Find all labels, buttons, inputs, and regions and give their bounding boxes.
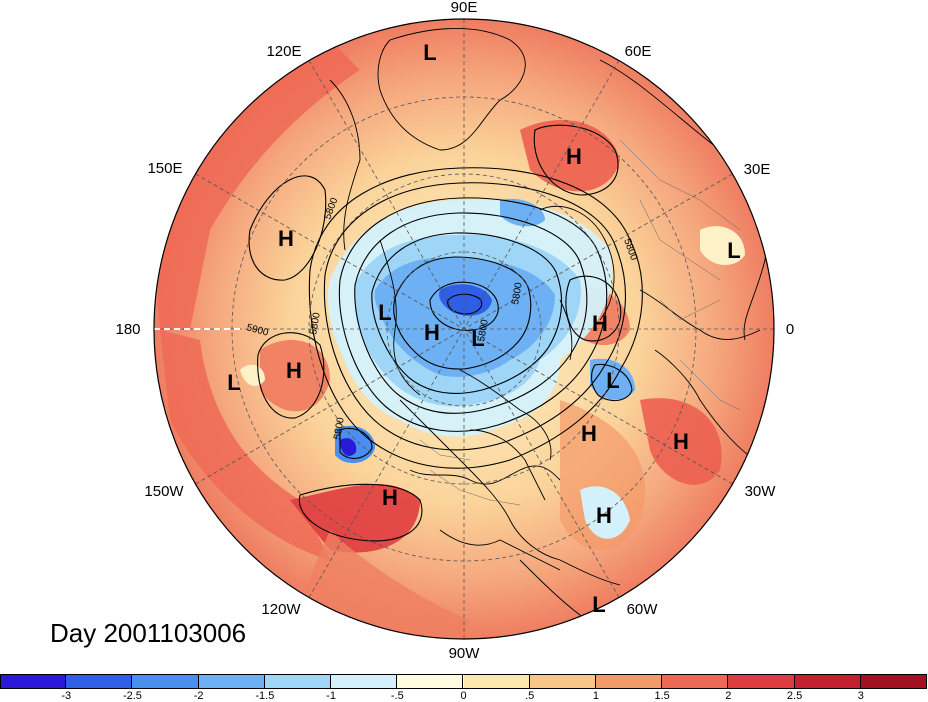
lon-label-90e: 90E xyxy=(451,0,478,16)
country-borders xyxy=(419,139,741,506)
lon-label-150e: 150E xyxy=(147,160,182,177)
colorbar-tick-label: 0 xyxy=(460,690,467,702)
lon-label-30e: 30E xyxy=(744,161,771,178)
colorbar-box xyxy=(331,674,398,688)
colorbar-tick-label: -1.5 xyxy=(255,690,275,702)
contour-label: 5800 xyxy=(510,281,525,305)
contour-label: 5800 xyxy=(332,416,347,440)
colorbar-tick-label: 2 xyxy=(725,690,732,702)
colorbar-tick-label: -3 xyxy=(61,690,72,702)
colorbar-box xyxy=(662,674,729,688)
lon-label-120e: 120E xyxy=(266,43,301,60)
pressure-centers: L H H L L H L H H L L H H H H L xyxy=(227,40,740,617)
lon-label-60e: 60E xyxy=(625,43,652,60)
lon-label-120w: 120W xyxy=(261,601,301,618)
high-pressure-marker: H xyxy=(424,320,440,345)
contour-label: 5800 xyxy=(308,311,323,335)
high-pressure-marker: H xyxy=(566,144,582,169)
lon-label-180: 180 xyxy=(115,321,140,338)
lon-label-0: 0 xyxy=(786,321,794,338)
lon-label-90w: 90W xyxy=(449,645,481,662)
low-pressure-marker: L xyxy=(423,40,436,65)
colorbar-tick-label: -1 xyxy=(326,690,336,702)
colorbar-box xyxy=(595,674,663,688)
colorbar-box xyxy=(66,674,133,688)
low-pressure-marker: L xyxy=(727,238,740,263)
colorbar-frame xyxy=(0,674,927,689)
high-pressure-marker: H xyxy=(286,358,302,383)
colorbar-box xyxy=(397,674,464,688)
colorbar-tick-label: -2.5 xyxy=(122,690,142,702)
map-border xyxy=(153,18,775,640)
high-pressure-marker: H xyxy=(278,226,294,251)
longitude-labels: 90E 60E 30E 0 30W 60W 90W 120W 150W 180 … xyxy=(115,0,794,662)
colorbar-box xyxy=(264,674,332,688)
colorbar-tick-label: 1 xyxy=(592,690,599,702)
colorbar-tick-label: -.5 xyxy=(390,690,404,702)
colorbar-box xyxy=(132,674,199,688)
colorbar-box xyxy=(198,674,265,688)
lon-label-60w: 60W xyxy=(627,601,659,618)
high-pressure-marker: H xyxy=(581,421,597,446)
colorbar-box xyxy=(463,674,530,688)
high-pressure-marker: H xyxy=(673,429,689,454)
contour-label: 5800 xyxy=(476,318,491,342)
colorbar-tick-label: 1.5 xyxy=(654,690,670,702)
high-pressure-marker: H xyxy=(592,311,608,336)
map-title: Day 2001103006 xyxy=(50,618,247,648)
low-pressure-marker: L xyxy=(592,592,605,617)
high-pressure-marker: H xyxy=(382,485,398,510)
colorbar-box xyxy=(0,674,67,688)
geopotential-contours xyxy=(248,124,643,542)
coastlines xyxy=(329,28,767,621)
colorbar-box xyxy=(728,674,795,688)
low-pressure-marker: L xyxy=(471,326,484,351)
colorbar: -3 -2.5 -2 -1.5 -1 -.5 0 .5 1 1.5 2 2.5 3 xyxy=(0,674,928,702)
low-pressure-marker: L xyxy=(227,370,240,395)
graticule xyxy=(154,19,774,639)
colorbar-tick-label: -2 xyxy=(193,690,204,702)
colorbar-tick-label: .5 xyxy=(525,690,535,702)
colorbar-tick-label: 3 xyxy=(857,690,864,702)
low-pressure-marker: L xyxy=(606,368,619,393)
lon-label-150w: 150W xyxy=(144,483,184,500)
colorbar-box xyxy=(794,674,861,688)
low-pressure-marker: H xyxy=(596,503,612,528)
lon-label-30w: 30W xyxy=(745,483,777,500)
low-pressure-marker: L xyxy=(378,300,391,325)
colorbar-box xyxy=(529,674,596,688)
colorbar-tick-label: 2.5 xyxy=(786,690,803,702)
